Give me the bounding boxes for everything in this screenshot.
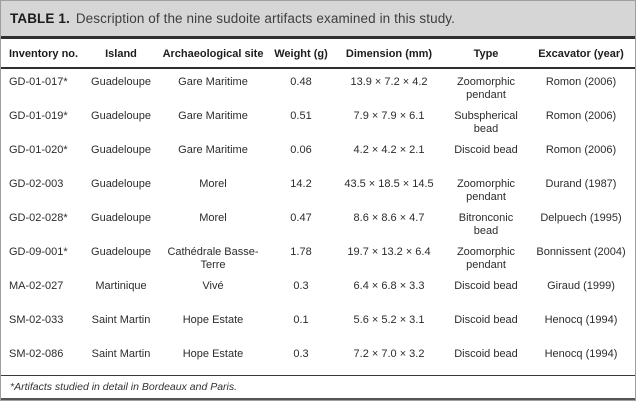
table-cell: SM-02-033 (9, 314, 64, 326)
table-cell: 0.1 (293, 314, 309, 326)
table-description: Description of the nine sudoite artifact… (75, 11, 456, 26)
table-cell: 0.51 (290, 110, 312, 122)
table-cell: Romon (2006) (545, 110, 617, 122)
table-cell: GD-02-003 (9, 178, 64, 190)
table-row: GD-01-019* Guadeloupe Gare Maritime 0.51 7.9… (1, 103, 635, 137)
column-header-site: Archaeological site (157, 39, 269, 69)
table-cell: 6.4 × 6.8 × 3.3 (353, 280, 425, 292)
table-number: TABLE 1. (10, 11, 70, 26)
table-cell: Vivé (202, 280, 224, 292)
table-cell: 7.9 × 7.9 × 6.1 (353, 110, 425, 122)
table-cell: Bonnissent (2004) (536, 246, 626, 258)
table-cell: 7.2 × 7.0 × 3.2 (353, 348, 425, 360)
table-cell: Guadeloupe (91, 212, 151, 224)
table-row: SM-02-086 Saint Martin Hope Estate 0.3 7.2 ×… (1, 341, 635, 375)
table-cell: Discoid bead (454, 280, 518, 292)
column-header-island: Island (85, 39, 157, 69)
table-cell: Delpuech (1995) (540, 212, 622, 224)
table-cell: 14.2 (290, 178, 312, 190)
table-cell: Durand (1987) (545, 178, 617, 190)
table-cell: GD-09-001* (9, 246, 68, 258)
artifacts-table: Inventory no. Island Archaeological site… (1, 39, 635, 375)
table-cell: Hope Estate (182, 314, 244, 326)
table-cell: Zoomorphic pendant (456, 246, 516, 271)
table-cell: Henocq (1994) (544, 348, 618, 360)
table-cell: Gare Maritime (178, 76, 248, 88)
table-cell: 19.7 × 13.2 × 6.4 (347, 246, 431, 258)
table-cell: Saint Martin (91, 314, 151, 326)
table-cell: 43.5 × 18.5 × 14.5 (344, 178, 434, 190)
column-header-dimension: Dimension (mm) (333, 39, 445, 69)
table-cell: GD-01-019* (9, 110, 68, 122)
bottom-rule (1, 398, 635, 400)
table-cell: Morel (199, 178, 227, 190)
table-row: GD-01-020* Guadeloupe Gare Maritime 0.06 4.2… (1, 137, 635, 171)
table-cell: Giraud (1999) (547, 280, 615, 292)
table-cell: Romon (2006) (545, 144, 617, 156)
table-row: GD-02-028* Guadeloupe Morel 0.47 8.6 × 8.6 ×… (1, 205, 635, 239)
table-cell: Hope Estate (182, 348, 244, 360)
table-cell: 4.2 × 4.2 × 2.1 (353, 144, 425, 156)
column-header-excavator: Excavator (year) (527, 39, 635, 69)
table-cell: 0.47 (290, 212, 312, 224)
table-row: GD-02-003 Guadeloupe Morel 14.2 43.5 × 18.5 … (1, 171, 635, 205)
table-cell: Guadeloupe (91, 144, 151, 156)
table-cell: GD-01-020* (9, 144, 68, 156)
table-cell: 0.48 (290, 76, 312, 88)
column-header-type: Type (445, 39, 527, 69)
table-cell: MA-02-027 (9, 280, 64, 292)
table-cell: Martinique (95, 280, 147, 292)
table-cell: Henocq (1994) (544, 314, 618, 326)
table-cell: Cathédrale Basse-Terre (167, 246, 259, 271)
table-cell: GD-01-017* (9, 76, 68, 88)
table-footnote: *Artifacts studied in detail in Bordeaux… (1, 375, 635, 398)
table-cell: Gare Maritime (178, 144, 248, 156)
table-cell: SM-02-086 (9, 348, 64, 360)
table-cell: Guadeloupe (91, 110, 151, 122)
header-row: Inventory no. Island Archaeological site… (1, 39, 635, 69)
table-cell: Guadeloupe (91, 246, 151, 258)
column-header-inventory: Inventory no. (1, 39, 85, 69)
table-cell: Gare Maritime (178, 110, 248, 122)
table-cell: Zoomorphic pendant (456, 76, 516, 101)
table-cell: 13.9 × 7.2 × 4.2 (350, 76, 428, 88)
table-cell: 0.06 (290, 144, 312, 156)
table-cell: Bitronconic bead (458, 212, 514, 237)
table-cell: Guadeloupe (91, 76, 151, 88)
table-body: GD-01-017* Guadeloupe Gare Maritime 0.48 13.… (1, 68, 635, 375)
table-cell: Discoid bead (454, 314, 518, 326)
table-cell: Romon (2006) (545, 76, 617, 88)
table-row: GD-09-001* Guadeloupe Cathédrale Basse-Ter… (1, 239, 635, 273)
table-row: GD-01-017* Guadeloupe Gare Maritime 0.48 13.… (1, 68, 635, 103)
table-cell: GD-02-028* (9, 212, 68, 224)
table-cell: 0.3 (293, 348, 309, 360)
table-title-bar: TABLE 1. Description of the nine sudoite… (1, 1, 635, 36)
table-cell: Discoid bead (454, 144, 518, 156)
table-cell: Zoomorphic pendant (456, 178, 516, 203)
table-row: MA-02-027 Martinique Vivé 0.3 6.4 × 6.8 × 3.… (1, 273, 635, 307)
table-row: SM-02-033 Saint Martin Hope Estate 0.1 5.6 ×… (1, 307, 635, 341)
table-cell: Morel (199, 212, 227, 224)
title-separator-rule (1, 36, 635, 39)
table-cell: Guadeloupe (91, 178, 151, 190)
table-cell: Saint Martin (91, 348, 151, 360)
table-cell: 0.3 (293, 280, 309, 292)
table-cell: 8.6 × 8.6 × 4.7 (353, 212, 425, 224)
table-cell: 5.6 × 5.2 × 3.1 (353, 314, 425, 326)
table-cell: 1.78 (290, 246, 312, 258)
table-cell: Discoid bead (454, 348, 518, 360)
table-cell: Subspherical bead (454, 110, 518, 135)
column-header-weight: Weight (g) (269, 39, 333, 69)
